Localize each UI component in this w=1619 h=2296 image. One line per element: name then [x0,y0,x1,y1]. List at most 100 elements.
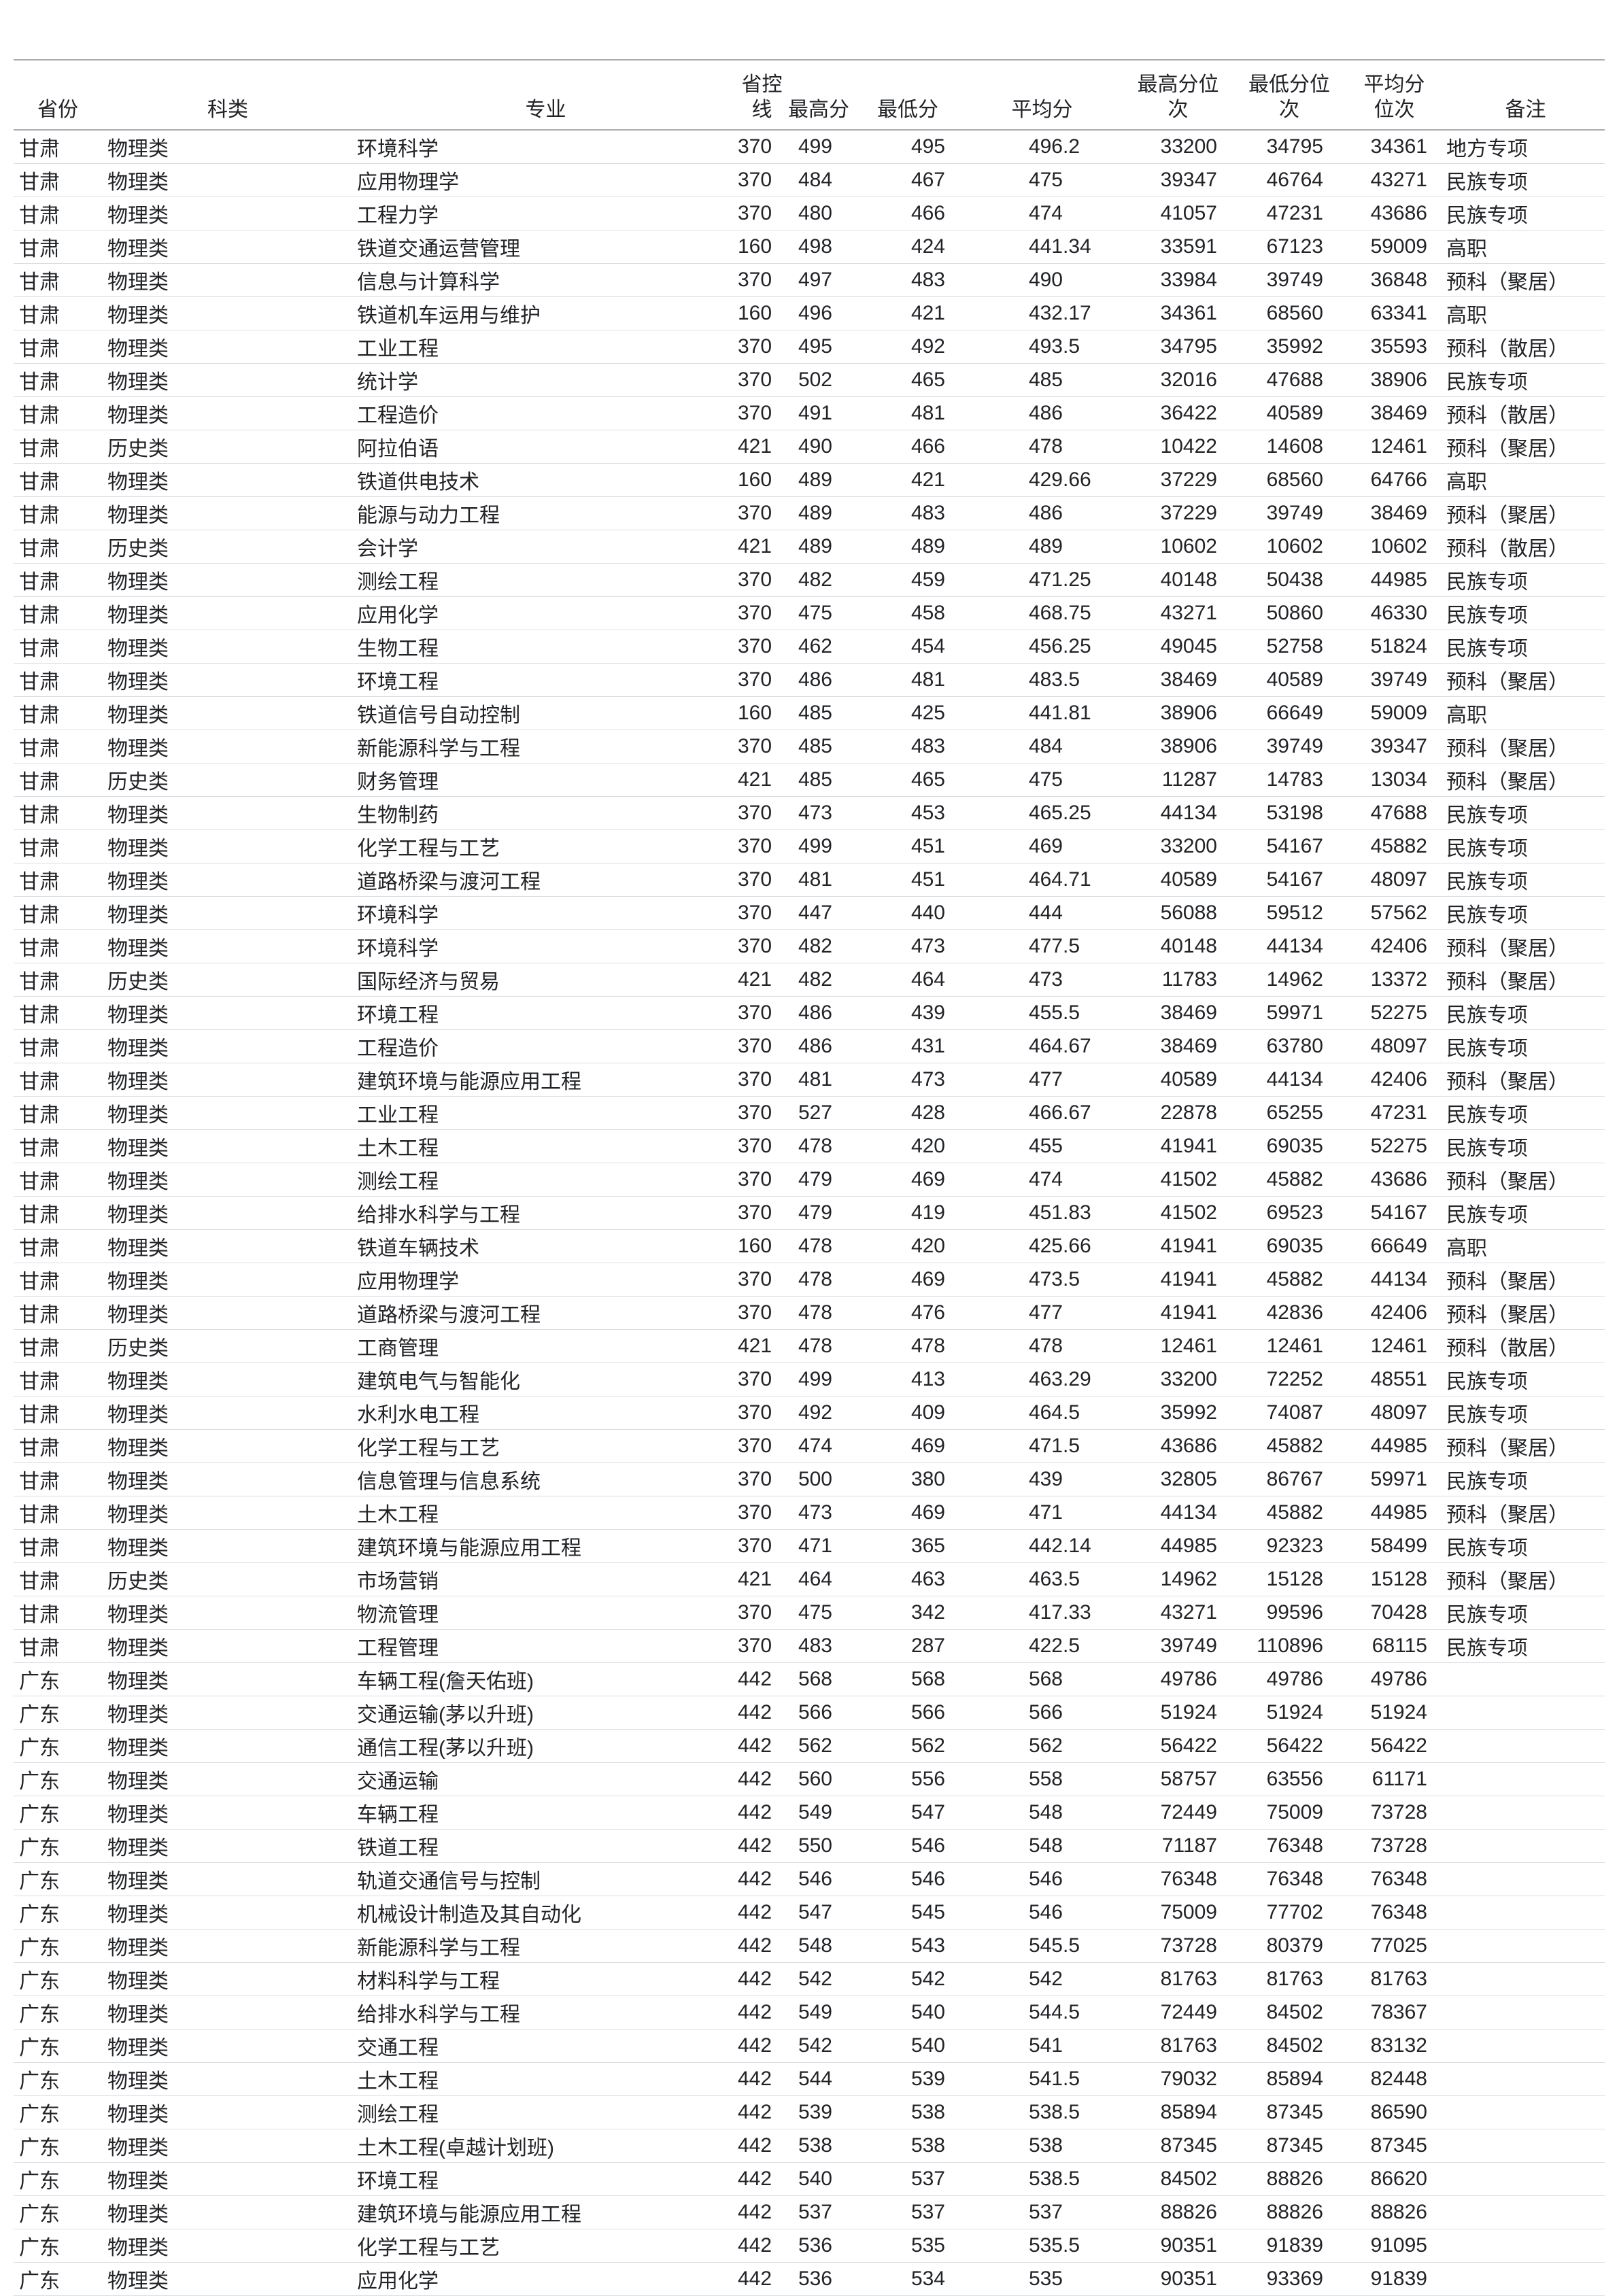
cell-control_line: 370 [738,1163,786,1197]
cell-province: 甘肃 [14,796,102,830]
decimal-part: .5 [1063,1268,1080,1290]
table-row: 甘肃 物理类 土木工程 370 478 420 455 41941 69035 52275 民族专项 [14,1129,1605,1163]
cell-min_score: 409 [851,1396,964,1430]
decimal-part: .83 [1063,1201,1091,1224]
cell-major: 通信工程(茅以升班) [354,1729,738,1763]
cell-avg_score: 541 [964,2029,1120,2063]
cell-min_score: 542 [851,1962,964,1996]
cell-min_score: 469 [851,1163,964,1197]
cell-category: 历史类 [102,1329,354,1363]
cell-min_rank: 99596 [1236,1596,1342,1630]
cell-max_score: 492 [786,1396,851,1430]
cell-control_line: 370 [738,796,786,830]
cell-category: 物理类 [102,1196,354,1230]
table-row: 广东 物理类 交通运输(茅以升班) 442 566 566 566 51924 51924 519… [14,1696,1605,1730]
col-header-max-score: 最高分 [786,60,851,131]
cell-remark: 高职 [1446,463,1605,497]
cell-major: 生物工程 [354,630,738,664]
cell-remark [1446,1796,1605,1830]
cell-category: 物理类 [102,730,354,764]
cell-min_score: 464 [851,963,964,997]
cell-max_rank: 40148 [1120,929,1236,963]
cell-remark [1446,2262,1605,2296]
cell-max_score: 496 [786,296,851,330]
cell-max_rank: 71187 [1120,1829,1236,1863]
cell-category: 物理类 [102,1762,354,1796]
table-row: 甘肃 物理类 建筑环境与能源应用工程 370 471 365 442.14 44985 9232… [14,1529,1605,1563]
col-header-category: 科类 [102,60,354,131]
cell-control_line: 442 [738,2129,786,2163]
table-row: 广东 物理类 车辆工程(詹天佑班) 442 568 568 568 49786 49786 497… [14,1662,1605,1696]
cell-max_rank: 41057 [1120,196,1236,230]
cell-category: 物理类 [102,196,354,230]
cell-max_rank: 36422 [1120,396,1236,430]
cell-min_rank: 59512 [1236,896,1342,930]
cell-remark [1446,2129,1605,2163]
cell-major: 建筑环境与能源应用工程 [354,1529,738,1563]
decimal-part: .25 [1063,635,1091,657]
cell-avg_rank: 35593 [1342,330,1446,364]
cell-max_score: 568 [786,1662,851,1696]
cell-max_rank: 41941 [1120,1229,1236,1263]
cell-max_rank: 40589 [1120,863,1236,897]
cell-max_rank: 35992 [1120,1396,1236,1430]
cell-control_line: 442 [738,1762,786,1796]
cell-remark: 预科（聚居） [1446,663,1605,697]
cell-avg_score: 489 [964,530,1120,564]
cell-max_score: 542 [786,2029,851,2063]
cell-avg_score: 486 [964,396,1120,430]
cell-max_score: 471 [786,1529,851,1563]
cell-category: 物理类 [102,1163,354,1197]
cell-category: 物理类 [102,1862,354,1896]
cell-avg_rank: 46330 [1342,596,1446,630]
cell-remark: 预科（散居） [1446,396,1605,430]
cell-major: 工程力学 [354,196,738,230]
cell-remark [1446,1896,1605,1930]
cell-province: 广东 [14,1862,102,1896]
cell-control_line: 442 [738,2029,786,2063]
cell-control_line: 442 [738,1662,786,1696]
cell-max_rank: 76348 [1120,1862,1236,1896]
cell-control_line: 421 [738,1562,786,1596]
cell-avg_score: 477 [964,1063,1120,1097]
cell-avg_rank: 42406 [1342,1063,1446,1097]
cell-max_score: 483 [786,1629,851,1663]
cell-remark: 民族专项 [1446,1629,1605,1663]
cell-max_score: 498 [786,230,851,264]
cell-min_rank: 75009 [1236,1796,1342,1830]
cell-province: 甘肃 [14,463,102,497]
cell-avg_rank: 64766 [1342,463,1446,497]
cell-province: 甘肃 [14,296,102,330]
table-row: 甘肃 历史类 工商管理 421 478 478 478 12461 12461 12461 预科（散… [14,1329,1605,1363]
cell-control_line: 442 [738,2229,786,2263]
cell-min_score: 566 [851,1696,964,1730]
cell-avg_rank: 38906 [1342,363,1446,397]
page: { "theme": { "background": "#ffffff", "t… [0,59,1619,2296]
cell-major: 工商管理 [354,1329,738,1363]
cell-major: 应用化学 [354,2262,738,2296]
cell-max_rank: 72449 [1120,1995,1236,2029]
cell-category: 物理类 [102,663,354,697]
cell-major: 化学工程与工艺 [354,2229,738,2263]
cell-avg_rank: 73728 [1342,1796,1446,1830]
cell-min_score: 562 [851,1729,964,1763]
cell-max_score: 481 [786,1063,851,1097]
table-row: 甘肃 历史类 财务管理 421 485 465 475 11287 14783 13034 预科（聚… [14,763,1605,797]
decimal-part: .5 [1063,1568,1080,1590]
cell-max_score: 489 [786,496,851,530]
cell-avg_score: 484 [964,730,1120,764]
cell-max_rank: 49786 [1120,1662,1236,1696]
cell-control_line: 442 [738,2195,786,2229]
cell-min_rank: 40589 [1236,663,1342,697]
cell-major: 国际经济与贸易 [354,963,738,997]
cell-major: 化学工程与工艺 [354,1429,738,1463]
cell-max_score: 486 [786,1029,851,1063]
cell-max_rank: 33200 [1120,829,1236,863]
cell-remark [1446,1995,1605,2029]
decimal-part: .5 [1063,668,1080,691]
cell-category: 物理类 [102,2262,354,2296]
cell-avg_rank: 81763 [1342,1962,1446,1996]
cell-province: 广东 [14,2262,102,2296]
cell-province: 甘肃 [14,1329,102,1363]
table-row: 甘肃 物理类 环境工程 370 486 439 455.5 38469 59971 52275 民族… [14,996,1605,1030]
